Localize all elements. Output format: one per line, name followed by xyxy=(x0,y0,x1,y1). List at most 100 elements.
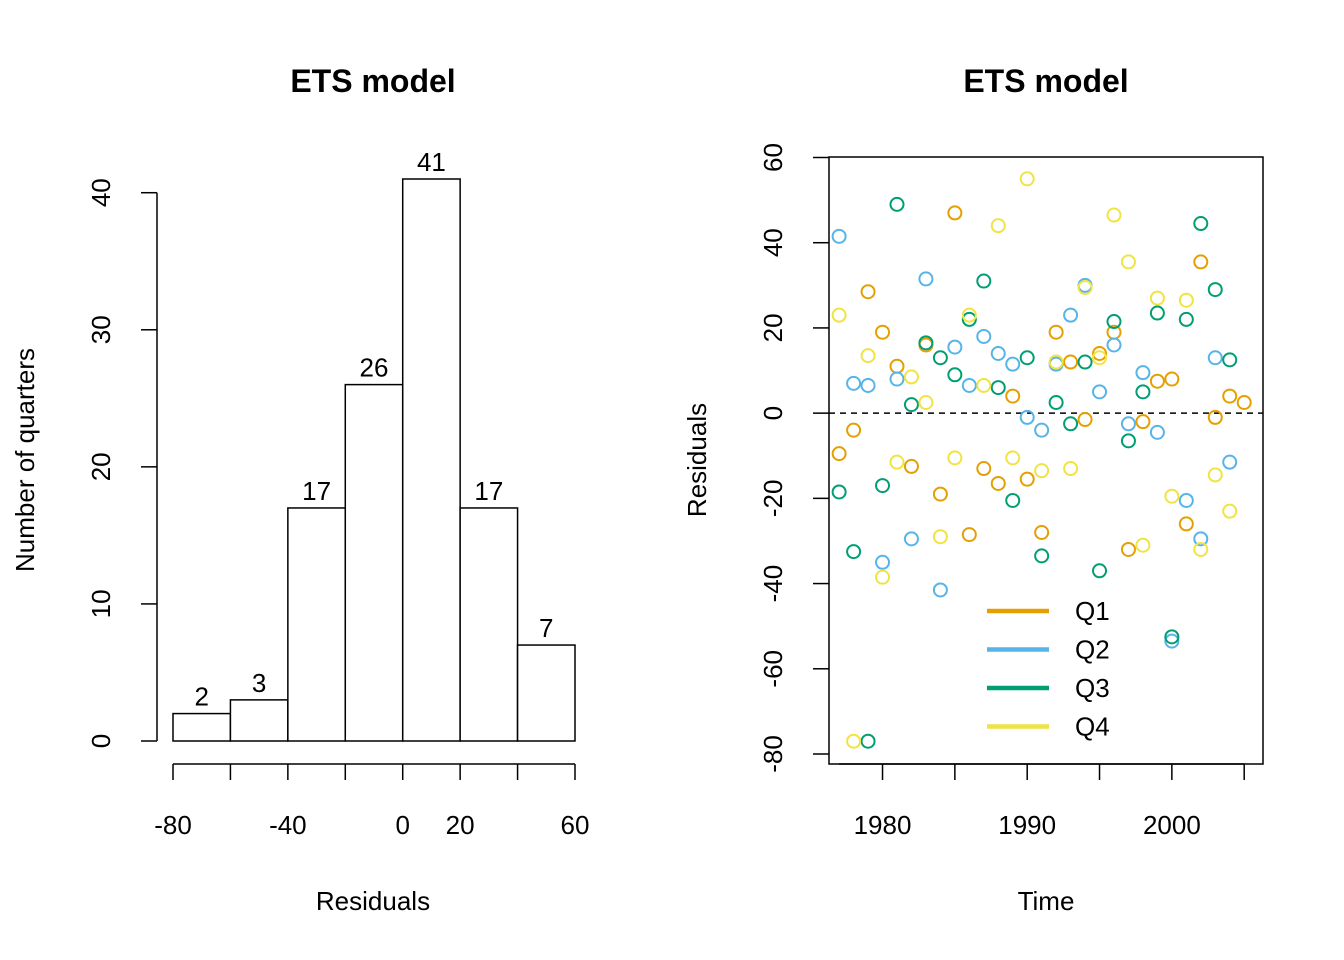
data-point xyxy=(1207,350,1223,366)
data-point xyxy=(889,371,905,387)
data-point xyxy=(1092,345,1108,361)
hist-x-axis: -80 -40 0 20 60 xyxy=(154,763,589,840)
data-point xyxy=(918,271,934,287)
data-point xyxy=(976,273,992,289)
data-point xyxy=(1077,412,1093,428)
data-point xyxy=(976,328,992,344)
data-point xyxy=(1178,516,1194,532)
hist-x-axis-label: Residuals xyxy=(316,886,430,916)
scatter-points xyxy=(831,171,1252,749)
data-point xyxy=(903,458,919,474)
data-point xyxy=(918,335,934,351)
data-point xyxy=(1063,354,1079,370)
data-point xyxy=(1048,324,1064,340)
data-point xyxy=(1077,354,1093,370)
data-point xyxy=(1120,541,1136,557)
data-point xyxy=(1149,305,1165,321)
data-point xyxy=(889,358,905,374)
data-point xyxy=(918,394,934,410)
data-point xyxy=(846,422,862,438)
data-point xyxy=(1193,254,1209,270)
data-point xyxy=(1135,365,1151,381)
data-point xyxy=(1149,290,1165,306)
data-point xyxy=(1222,503,1238,519)
data-point xyxy=(860,348,876,364)
scatter-x-axis: 1980 1990 2000 xyxy=(839,763,1245,840)
data-point xyxy=(860,733,876,749)
data-point xyxy=(932,582,948,598)
data-point xyxy=(875,554,891,570)
data-point xyxy=(846,733,862,749)
data-point xyxy=(1092,350,1108,366)
scatter-y-tick-label: 20 xyxy=(758,313,788,342)
series-q4 xyxy=(831,171,1238,749)
hist-y-axis: 0 10 20 30 40 xyxy=(86,178,158,748)
scatter-y-axis: -80 -60 -40 -20 0 20 40 60 xyxy=(758,143,829,773)
data-point xyxy=(1092,384,1108,400)
hist-x-tick-label: 0 xyxy=(395,810,409,840)
data-point xyxy=(976,461,992,477)
data-point xyxy=(1034,548,1050,564)
data-point xyxy=(1193,216,1209,232)
data-point xyxy=(1063,416,1079,432)
data-point xyxy=(1106,337,1122,353)
data-point xyxy=(875,324,891,340)
data-point xyxy=(1193,531,1209,547)
scatter-x-tick-label: 1980 xyxy=(854,810,912,840)
data-point xyxy=(1207,282,1223,298)
hist-bar-count-label: 2 xyxy=(194,682,208,712)
data-point xyxy=(1222,352,1238,368)
data-point xyxy=(990,218,1006,234)
data-point xyxy=(889,454,905,470)
hist-y-tick-label: 20 xyxy=(86,452,116,481)
scatter-title: ETS model xyxy=(963,63,1128,99)
data-point xyxy=(1207,409,1223,425)
data-point xyxy=(831,307,847,323)
data-point xyxy=(846,544,862,560)
scatter-y-tick-label: -80 xyxy=(758,735,788,773)
data-point xyxy=(1005,450,1021,466)
scatter-y-tick-label: 60 xyxy=(758,143,788,172)
hist-bar xyxy=(459,507,519,742)
data-point xyxy=(860,377,876,393)
hist-y-tick-label: 0 xyxy=(86,734,116,748)
data-point xyxy=(1120,254,1136,270)
scatter-y-axis-label: Residuals xyxy=(682,403,712,517)
hist-bar xyxy=(287,507,347,742)
data-point xyxy=(1193,541,1209,557)
scatter-y-tick-label: 40 xyxy=(758,228,788,257)
data-point xyxy=(1077,279,1093,295)
series-q3 xyxy=(831,196,1238,749)
data-point xyxy=(831,484,847,500)
legend-label-q2: Q2 xyxy=(1075,635,1110,665)
data-point xyxy=(990,345,1006,361)
hist-bar xyxy=(172,712,232,742)
data-point xyxy=(1207,467,1223,483)
data-point xyxy=(976,377,992,393)
data-point xyxy=(903,531,919,547)
data-point xyxy=(1178,311,1194,327)
data-point xyxy=(1092,563,1108,579)
data-point xyxy=(889,196,905,212)
data-point xyxy=(1019,171,1035,187)
data-point xyxy=(932,486,948,502)
data-point xyxy=(947,367,963,383)
legend-label-q4: Q4 xyxy=(1075,712,1110,742)
hist-bar-count-label: 17 xyxy=(474,476,503,506)
series-q2 xyxy=(831,228,1238,649)
data-point xyxy=(990,475,1006,491)
hist-bar xyxy=(516,644,576,742)
data-point xyxy=(1178,492,1194,508)
hist-bar xyxy=(344,383,404,742)
data-point xyxy=(1120,433,1136,449)
data-point xyxy=(961,527,977,543)
data-point xyxy=(1048,354,1064,370)
data-point xyxy=(947,205,963,221)
data-point xyxy=(1120,416,1136,432)
data-point xyxy=(932,529,948,545)
hist-y-tick-label: 30 xyxy=(86,315,116,344)
hist-bar xyxy=(401,178,461,742)
data-point xyxy=(1019,471,1035,487)
data-point xyxy=(1005,356,1021,372)
